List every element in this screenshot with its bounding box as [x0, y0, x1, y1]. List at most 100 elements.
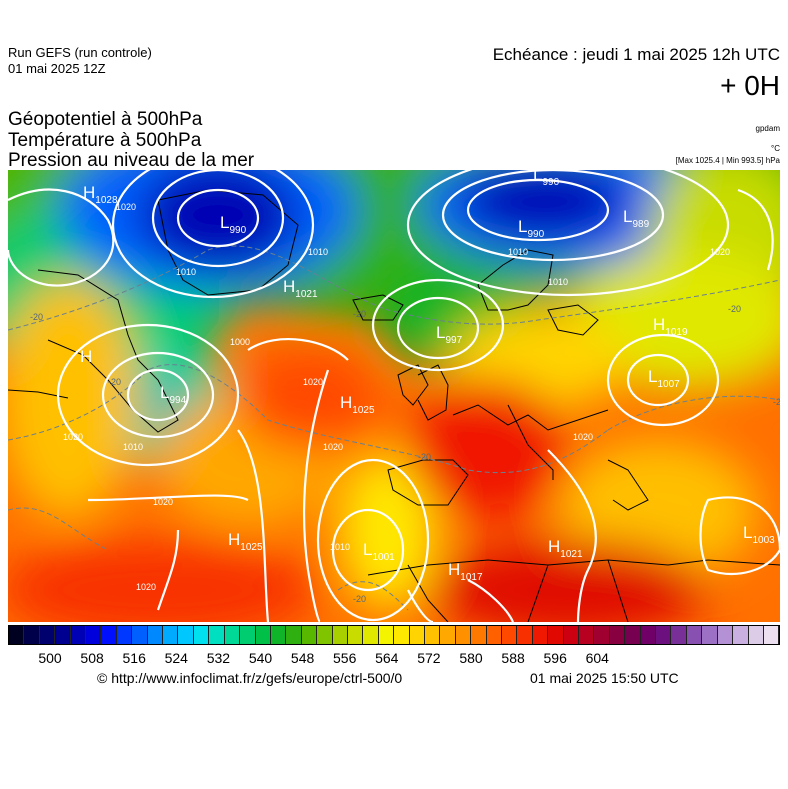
- color-scale-label: 564: [375, 650, 399, 666]
- pressure-center-high: H1019: [653, 315, 688, 338]
- run-date: 01 mai 2025 12Z: [8, 61, 106, 76]
- color-scale-swatch: [116, 626, 133, 644]
- isotherm-label: -20: [418, 452, 431, 462]
- color-scale-swatch: [378, 626, 395, 644]
- isotherm-label: -20: [30, 312, 43, 322]
- color-scale-swatch: [455, 626, 472, 644]
- color-scale-swatch: [702, 626, 718, 644]
- geopotential-shading: [8, 170, 780, 622]
- color-scale-swatch: [763, 626, 780, 644]
- color-scale-label: 524: [164, 650, 188, 666]
- isotherm-label: -20: [108, 377, 121, 387]
- color-scale-label: 596: [543, 650, 567, 666]
- isobar-label: 1010: [308, 247, 328, 257]
- color-scale-label: 532: [206, 650, 231, 666]
- isobar-label: 1020: [710, 247, 730, 257]
- color-scale-label: 588: [501, 650, 525, 666]
- color-scale-swatch: [270, 626, 287, 644]
- isobar-label: 1010: [123, 442, 143, 452]
- unit-pressure: [Max 1025.4 | Min 993.5] hPa: [675, 156, 780, 165]
- isobars: [8, 170, 780, 622]
- isobar-label: 1010: [548, 277, 568, 287]
- color-scale-label: 604: [585, 650, 609, 666]
- unit-temperature: °C: [771, 144, 780, 153]
- pressure-center-low: L1007: [648, 367, 680, 390]
- color-scale-label: 572: [417, 650, 441, 666]
- color-scale-swatch: [101, 626, 117, 644]
- isotherm-label: -20: [773, 397, 780, 407]
- color-scale-swatch: [579, 626, 595, 644]
- copyright: © http://www.infoclimat.fr/z/gefs/europe…: [97, 670, 403, 686]
- color-scale-swatch: [656, 626, 672, 644]
- color-scale-swatch: [55, 626, 71, 644]
- color-scale-swatch: [686, 626, 703, 644]
- pressure-center-low: L1003: [743, 523, 775, 546]
- pressure-center-high: H1021: [548, 537, 583, 560]
- field-geopotential: Géopotentiel à 500hPa: [8, 109, 203, 130]
- pressure-center-low: L997: [436, 323, 463, 346]
- color-scale-swatch: [394, 626, 410, 644]
- color-scale-swatch: [748, 626, 764, 644]
- color-scale-label: 556: [333, 650, 357, 666]
- isobar-label: 1020: [136, 582, 156, 592]
- color-scale-label: 508: [80, 650, 104, 666]
- pressure-center-low: L1001: [363, 540, 395, 563]
- lead-time: + 0H: [720, 70, 780, 101]
- color-scale-swatch: [625, 626, 641, 644]
- color-scale-swatch: [424, 626, 441, 644]
- isobar-label: 1010: [176, 267, 196, 277]
- color-scale-swatch: [86, 626, 102, 644]
- color-scale-swatch: [286, 626, 302, 644]
- run-title: Run GEFS (run controle): [8, 45, 152, 60]
- color-scale-swatch: [24, 626, 40, 644]
- isobar-label: 1010: [330, 542, 350, 552]
- color-scale-swatch: [609, 626, 626, 644]
- pressure-center-low: L994: [160, 383, 187, 406]
- isobar-label: 1020: [323, 442, 343, 452]
- isotherm-label: -20: [353, 309, 366, 319]
- color-scale-swatch: [209, 626, 225, 644]
- color-scale-swatch: [548, 626, 564, 644]
- pressure-center-high: H1028: [83, 183, 118, 206]
- pressure-center-low: L990: [220, 213, 247, 236]
- color-scale-swatch: [563, 626, 580, 644]
- color-scale-swatch: [193, 626, 210, 644]
- field-pressure: Pression au niveau de la mer: [8, 150, 255, 171]
- color-scale-swatch: [532, 626, 549, 644]
- weather-map: H1028 L990 L990 L990 L989 H1021 L997 H1019 H L994…: [8, 170, 780, 622]
- color-scale-label: 500: [38, 650, 62, 666]
- color-scale-swatch: [224, 626, 241, 644]
- color-scale-swatch: [517, 626, 533, 644]
- pressure-center-high: H1025: [340, 393, 375, 416]
- isotherms: [8, 245, 780, 611]
- pressure-center-low: L990: [518, 217, 545, 240]
- color-scale-swatch: [39, 626, 56, 644]
- color-scale-label: 516: [122, 650, 146, 666]
- isobar-label: 1020: [573, 432, 593, 442]
- color-scale-swatch: [9, 626, 25, 644]
- color-scale: [8, 625, 780, 645]
- color-scale-swatch: [671, 626, 687, 644]
- color-scale-label: 580: [459, 650, 483, 666]
- color-scale-swatch: [363, 626, 379, 644]
- color-scale-label: 540: [248, 650, 273, 666]
- color-scale-swatch: [147, 626, 164, 644]
- isobar-label: 1000: [230, 337, 250, 347]
- color-scale-swatch: [440, 626, 456, 644]
- color-scale-swatch: [717, 626, 734, 644]
- isobar-label: 1010: [508, 247, 528, 257]
- color-scale-swatch: [332, 626, 348, 644]
- color-scale-swatch: [409, 626, 425, 644]
- pressure-center-high: H1017: [448, 560, 483, 583]
- color-scale-swatch: [132, 626, 148, 644]
- pressure-center-high: H: [80, 347, 92, 366]
- isobar-label: 1020: [63, 432, 83, 442]
- field-temperature: Température à 500hPa: [8, 130, 202, 151]
- color-scale-swatch: [255, 626, 271, 644]
- pressure-center-low: L990: [533, 170, 560, 188]
- isobar-labels: 1020 1010 1010 1000 1010 1010 1020 1010 1020 1020…: [63, 202, 730, 592]
- color-scale-swatch: [594, 626, 610, 644]
- color-scale-swatch: [240, 626, 256, 644]
- valid-time: Echéance : jeudi 1 mai 2025 12h UTC: [492, 45, 780, 64]
- color-scale-swatch: [70, 626, 87, 644]
